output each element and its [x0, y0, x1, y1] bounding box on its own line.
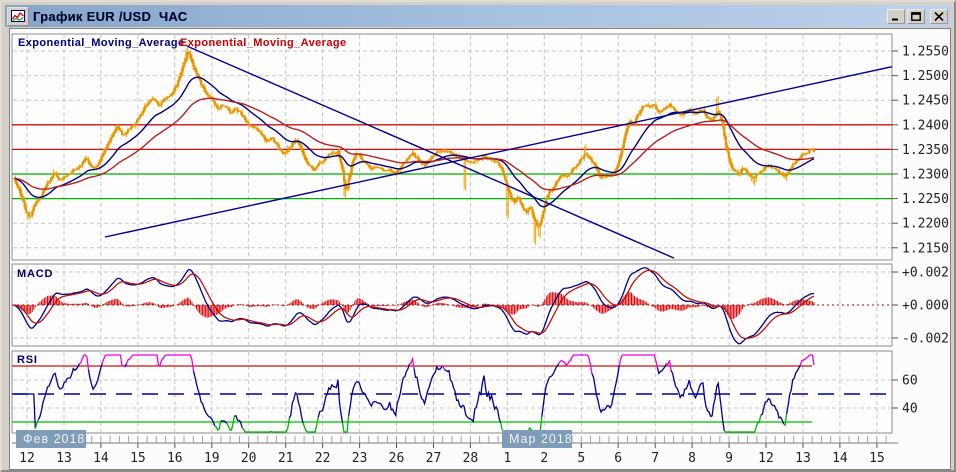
price-axis-label: 1.2500: [902, 69, 949, 84]
x-axis-label: 15: [130, 451, 146, 466]
price-axis-label: 1.2400: [902, 118, 949, 133]
x-axis-label: 27: [426, 451, 442, 466]
chart-icon: [11, 10, 25, 22]
month-badge-label: Мар 2018: [509, 432, 573, 446]
x-axis-label: 23: [352, 451, 368, 466]
x-axis-label: 28: [463, 451, 479, 466]
x-axis-label: 21: [278, 451, 294, 466]
close-button[interactable]: [930, 9, 948, 24]
price-axis-label: 1.2550: [902, 45, 949, 60]
x-axis-label: 14: [93, 451, 109, 466]
rsi-axis-label: 60: [902, 374, 918, 389]
minimize-icon: [891, 12, 901, 21]
rsi-axis-label: 40: [902, 402, 918, 417]
window-controls: [887, 9, 948, 24]
macd-pane-label: MACD: [17, 268, 53, 280]
x-axis-label: 2: [540, 451, 548, 466]
maximize-icon: [911, 12, 921, 21]
month-badge: Фев 2018: [16, 430, 86, 448]
window-title: График EUR /USD ЧАС: [33, 9, 887, 24]
x-axis-label: 14: [832, 451, 848, 466]
maximize-button[interactable]: [907, 9, 925, 24]
x-axis-label: 22: [315, 451, 331, 466]
x-axis-label: 12: [19, 451, 35, 466]
window-titlebar[interactable]: График EUR /USD ЧАС: [5, 5, 951, 27]
chart-app-icon[interactable]: [7, 7, 29, 26]
x-axis-label: 9: [725, 451, 733, 466]
price-axis: 1.2550 1.2500 1.2450 1.2400 1.2350 1.2300 1.22…: [892, 45, 949, 417]
x-axis-label: 26: [389, 451, 405, 466]
price-axis-label: 1.2200: [902, 217, 949, 232]
macd-axis-label: -0.002: [902, 332, 949, 347]
x-axis-label: 8: [688, 451, 696, 466]
x-axis-label: 20: [241, 451, 257, 466]
chart-client-area[interactable]: 1213141516192021222326272812567891213141…: [9, 28, 951, 470]
x-axis-label: 1: [503, 451, 511, 466]
x-axis-label: 16: [167, 451, 183, 466]
price-axis-label: 1.2150: [902, 241, 949, 256]
x-axis-label: 5: [577, 451, 585, 466]
x-axis-label: 19: [204, 451, 220, 466]
month-badge: Мар 2018: [502, 430, 573, 448]
price-axis-label: 1.2250: [902, 192, 949, 207]
close-icon: [934, 12, 944, 21]
price-axis-label: 1.2350: [902, 143, 949, 158]
x-axis-label: 6: [614, 451, 622, 466]
x-axis-label: 12: [758, 451, 774, 466]
macd-axis-label: +0.000: [902, 299, 949, 314]
x-axis-label: 13: [795, 451, 811, 466]
macd-axis-label: +0.002: [902, 266, 949, 281]
time-axis: 1213141516192021222326272812567891213141…: [12, 436, 898, 466]
chart-window: График EUR /USD ЧАС 1213141516192021222: [0, 0, 956, 472]
ema-fast-legend-label: Exponential_Moving_Average: [18, 37, 184, 49]
x-axis-label: 13: [56, 451, 72, 466]
price-axis-label: 1.2450: [902, 94, 949, 109]
chart-panels: [12, 34, 892, 433]
minimize-button[interactable]: [887, 9, 905, 24]
price-axis-label: 1.2300: [902, 168, 949, 183]
ema-slow-legend-label: Exponential_Moving_Average: [180, 37, 346, 49]
x-axis-label: 7: [651, 451, 659, 466]
price-chart-canvas[interactable]: 1213141516192021222326272812567891213141…: [10, 29, 950, 469]
x-axis-label: 15: [869, 451, 885, 466]
month-badge-label: Фев 2018: [23, 432, 85, 446]
rsi-pane-label: RSI: [17, 354, 38, 366]
